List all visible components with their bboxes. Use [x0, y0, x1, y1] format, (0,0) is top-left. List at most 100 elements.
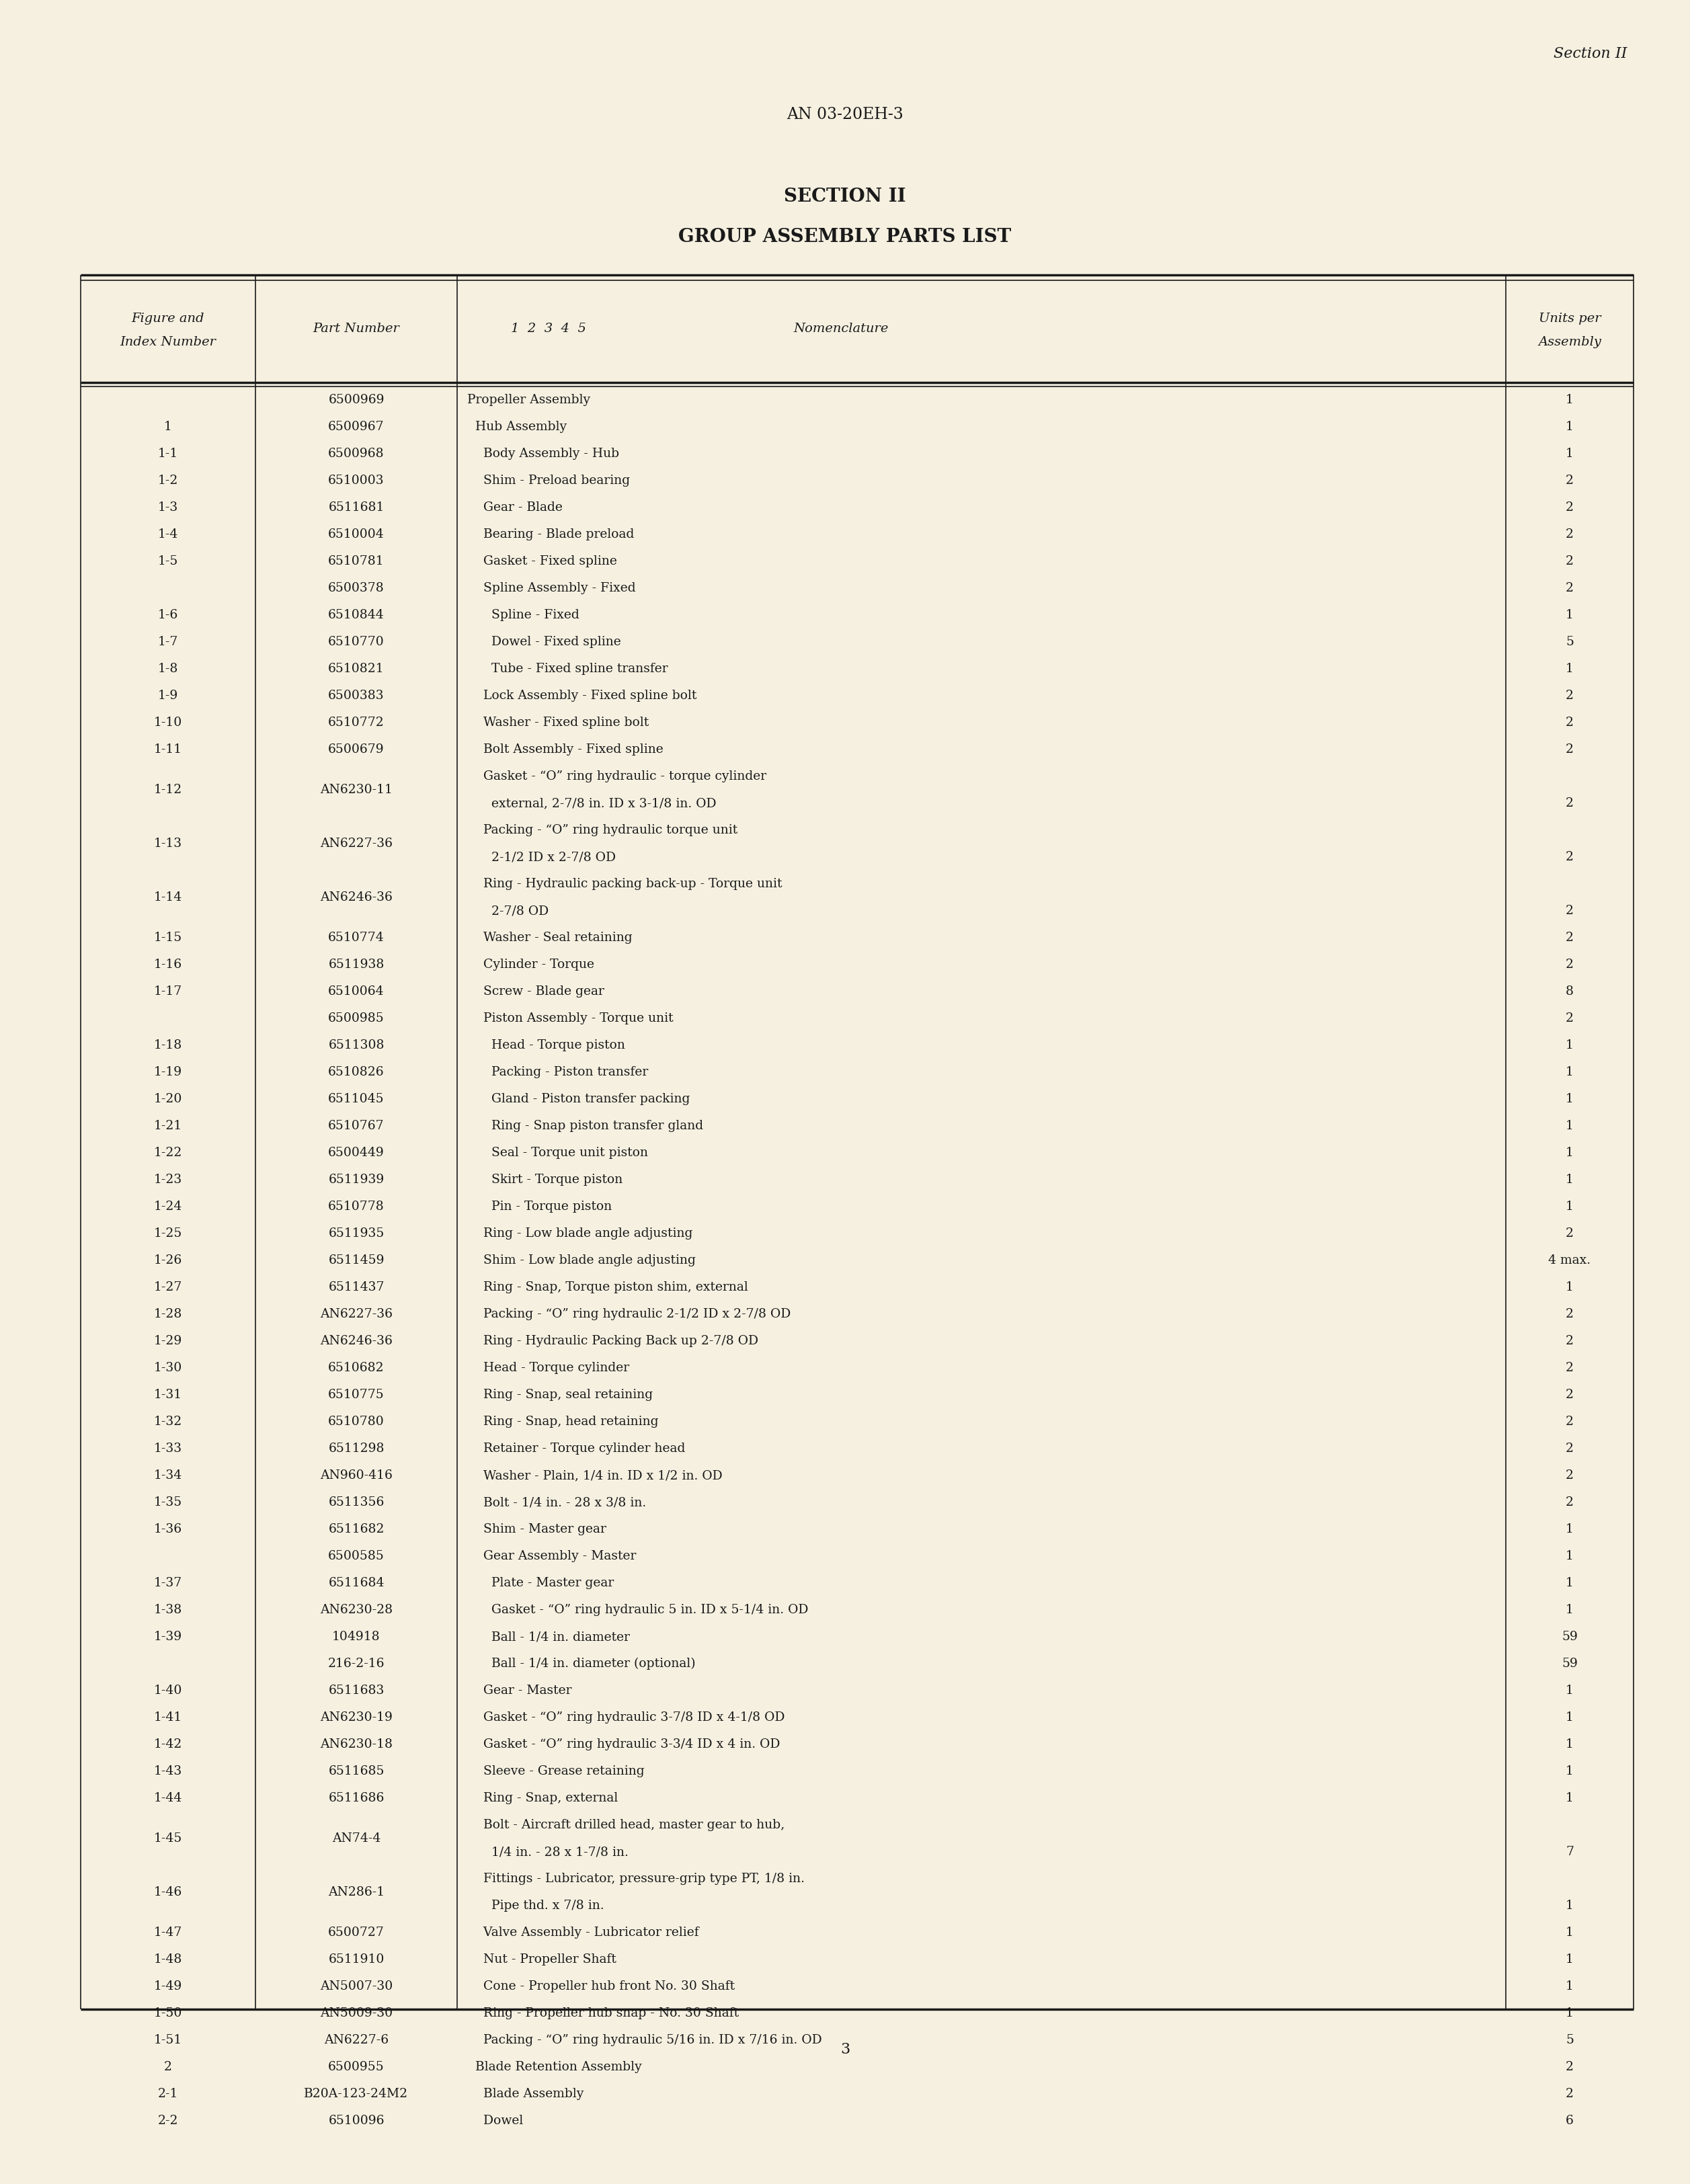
Text: 1-35: 1-35	[154, 1496, 183, 1509]
Text: 6: 6	[1565, 2114, 1573, 2127]
Text: 1-2: 1-2	[157, 474, 177, 487]
Text: 1: 1	[1565, 1577, 1573, 1590]
Text: 2: 2	[1565, 1470, 1573, 1481]
Text: 1: 1	[1565, 422, 1573, 432]
Text: Tube - Fixed spline transfer: Tube - Fixed spline transfer	[466, 662, 668, 675]
Text: 6510775: 6510775	[328, 1389, 384, 1400]
Text: 1: 1	[1565, 1900, 1573, 1911]
Text: 1-15: 1-15	[154, 933, 183, 943]
Text: 3: 3	[840, 2042, 850, 2057]
Text: 2: 2	[1565, 2062, 1573, 2073]
Text: Ring - Snap piston transfer gland: Ring - Snap piston transfer gland	[466, 1120, 703, 1131]
Text: 1-26: 1-26	[154, 1254, 183, 1267]
Text: 1-11: 1-11	[154, 743, 183, 756]
Text: 2: 2	[1565, 933, 1573, 943]
Text: 1-30: 1-30	[154, 1363, 183, 1374]
Text: 2: 2	[1565, 529, 1573, 539]
Text: Bearing - Blade preload: Bearing - Blade preload	[466, 529, 634, 539]
Text: Gasket - “O” ring hydraulic - torque cylinder: Gasket - “O” ring hydraulic - torque cyl…	[466, 771, 767, 782]
Text: 6511356: 6511356	[328, 1496, 384, 1509]
Text: 2: 2	[1565, 959, 1573, 970]
Text: Ring - Propeller hub snap - No. 30 Shaft: Ring - Propeller hub snap - No. 30 Shaft	[466, 2007, 739, 2020]
Text: 2: 2	[1565, 797, 1573, 810]
Text: 6510064: 6510064	[328, 985, 384, 998]
Text: Retainer - Torque cylinder head: Retainer - Torque cylinder head	[466, 1444, 684, 1455]
Text: 6511683: 6511683	[328, 1684, 384, 1697]
Text: 1  2  3  4  5: 1 2 3 4 5	[510, 323, 586, 334]
Text: Gear Assembly - Master: Gear Assembly - Master	[466, 1551, 635, 1562]
Text: Gasket - “O” ring hydraulic 5 in. ID x 5-1/4 in. OD: Gasket - “O” ring hydraulic 5 in. ID x 5…	[466, 1603, 808, 1616]
Text: 1-22: 1-22	[154, 1147, 183, 1160]
Text: 6511939: 6511939	[328, 1173, 384, 1186]
Text: 6500449: 6500449	[328, 1147, 384, 1160]
Text: 6510004: 6510004	[328, 529, 384, 539]
Text: 1-19: 1-19	[154, 1066, 183, 1079]
Text: 1-48: 1-48	[154, 1952, 183, 1966]
Text: 1-36: 1-36	[154, 1522, 183, 1535]
Text: 6510096: 6510096	[328, 2114, 384, 2127]
Text: GROUP ASSEMBLY PARTS LIST: GROUP ASSEMBLY PARTS LIST	[679, 227, 1011, 247]
Text: 1-1: 1-1	[157, 448, 177, 461]
Text: Gasket - “O” ring hydraulic 3-7/8 ID x 4-1/8 OD: Gasket - “O” ring hydraulic 3-7/8 ID x 4…	[466, 1712, 784, 1723]
Text: 1-17: 1-17	[154, 985, 183, 998]
Text: 5: 5	[1565, 636, 1573, 649]
Text: 1-34: 1-34	[154, 1470, 183, 1481]
Text: Blade Retention Assembly: Blade Retention Assembly	[466, 2062, 642, 2073]
Text: Fittings - Lubricator, pressure-grip type PT, 1/8 in.: Fittings - Lubricator, pressure-grip typ…	[466, 1872, 804, 1885]
Text: 1-10: 1-10	[154, 716, 183, 729]
Text: Bolt Assembly - Fixed spline: Bolt Assembly - Fixed spline	[466, 743, 664, 756]
Text: 6500727: 6500727	[328, 1926, 385, 1939]
Text: 7: 7	[1565, 1845, 1573, 1859]
Text: Piston Assembly - Torque unit: Piston Assembly - Torque unit	[466, 1013, 673, 1024]
Text: 104918: 104918	[333, 1631, 380, 1642]
Text: 1-43: 1-43	[154, 1765, 183, 1778]
Text: Pin - Torque piston: Pin - Torque piston	[466, 1201, 612, 1212]
Text: 2: 2	[1565, 583, 1573, 594]
Text: Ball - 1/4 in. diameter (optional): Ball - 1/4 in. diameter (optional)	[466, 1658, 696, 1671]
Text: 6500679: 6500679	[328, 743, 384, 756]
Text: 6510844: 6510844	[328, 609, 384, 620]
Text: 1-5: 1-5	[157, 555, 177, 568]
Text: 2: 2	[164, 2062, 172, 2073]
Text: 6511459: 6511459	[328, 1254, 384, 1267]
Text: Packing - “O” ring hydraulic 5/16 in. ID x 7/16 in. OD: Packing - “O” ring hydraulic 5/16 in. ID…	[466, 2033, 821, 2046]
Text: AN286-1: AN286-1	[328, 1887, 385, 1898]
Text: 1-47: 1-47	[154, 1926, 183, 1939]
Text: 6511437: 6511437	[328, 1282, 384, 1293]
Text: AN6227-36: AN6227-36	[319, 1308, 392, 1319]
Text: 1-40: 1-40	[154, 1684, 183, 1697]
Text: 1: 1	[1565, 1952, 1573, 1966]
Text: Spline - Fixed: Spline - Fixed	[466, 609, 580, 620]
Text: 6510781: 6510781	[328, 555, 384, 568]
Text: Washer - Seal retaining: Washer - Seal retaining	[466, 933, 632, 943]
Text: 2: 2	[1565, 743, 1573, 756]
Text: Nomenclature: Nomenclature	[793, 323, 889, 334]
Text: 1: 1	[1565, 448, 1573, 461]
Text: 2: 2	[1565, 1308, 1573, 1319]
Text: Cone - Propeller hub front No. 30 Shaft: Cone - Propeller hub front No. 30 Shaft	[466, 1981, 735, 1992]
Text: 2: 2	[1565, 1363, 1573, 1374]
Text: 2: 2	[1565, 502, 1573, 513]
Text: 6510767: 6510767	[328, 1120, 384, 1131]
Text: 2: 2	[1565, 904, 1573, 917]
Text: 1-38: 1-38	[154, 1603, 183, 1616]
Text: Ring - Snap, seal retaining: Ring - Snap, seal retaining	[466, 1389, 652, 1400]
Text: B20A-123-24M2: B20A-123-24M2	[304, 2088, 409, 2101]
Text: 1: 1	[1565, 1522, 1573, 1535]
Text: Washer - Plain, 1/4 in. ID x 1/2 in. OD: Washer - Plain, 1/4 in. ID x 1/2 in. OD	[466, 1470, 723, 1481]
Text: 6511935: 6511935	[328, 1227, 384, 1241]
Text: 1-45: 1-45	[154, 1832, 183, 1845]
Text: 1-7: 1-7	[157, 636, 177, 649]
Text: 1-31: 1-31	[154, 1389, 183, 1400]
Text: 1: 1	[1565, 1147, 1573, 1160]
Text: AN960-416: AN960-416	[319, 1470, 392, 1481]
Text: 1-28: 1-28	[154, 1308, 183, 1319]
Text: 1: 1	[1565, 1066, 1573, 1079]
Text: Shim - Master gear: Shim - Master gear	[466, 1522, 607, 1535]
Text: AN 03-20EH-3: AN 03-20EH-3	[786, 107, 904, 122]
Text: Gear - Blade: Gear - Blade	[466, 502, 563, 513]
Text: Index Number: Index Number	[120, 336, 216, 347]
Text: AN6227-6: AN6227-6	[324, 2033, 389, 2046]
Text: 2: 2	[1565, 1415, 1573, 1428]
Text: Gear - Master: Gear - Master	[466, 1684, 571, 1697]
